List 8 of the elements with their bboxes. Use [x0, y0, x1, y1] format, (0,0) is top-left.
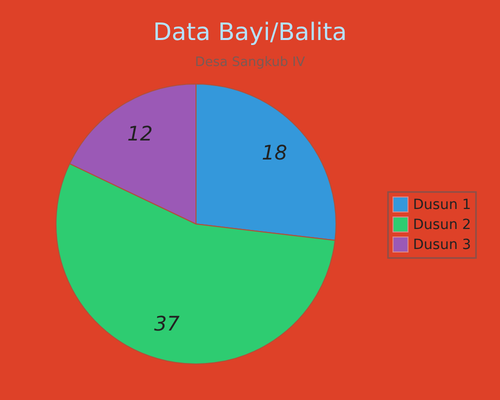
chart-subtitle: Desa Sangkub IV: [194, 55, 306, 70]
legend-label: Dusun 2: [413, 216, 472, 233]
data-label: 12: [127, 122, 153, 146]
legend-label: Dusun 3: [413, 236, 472, 253]
data-label: 18: [262, 140, 288, 165]
data-label: 37: [154, 311, 180, 336]
legend-label: Dusun 1: [413, 196, 472, 213]
chart-title: Data Bayi/Balita: [153, 18, 347, 46]
